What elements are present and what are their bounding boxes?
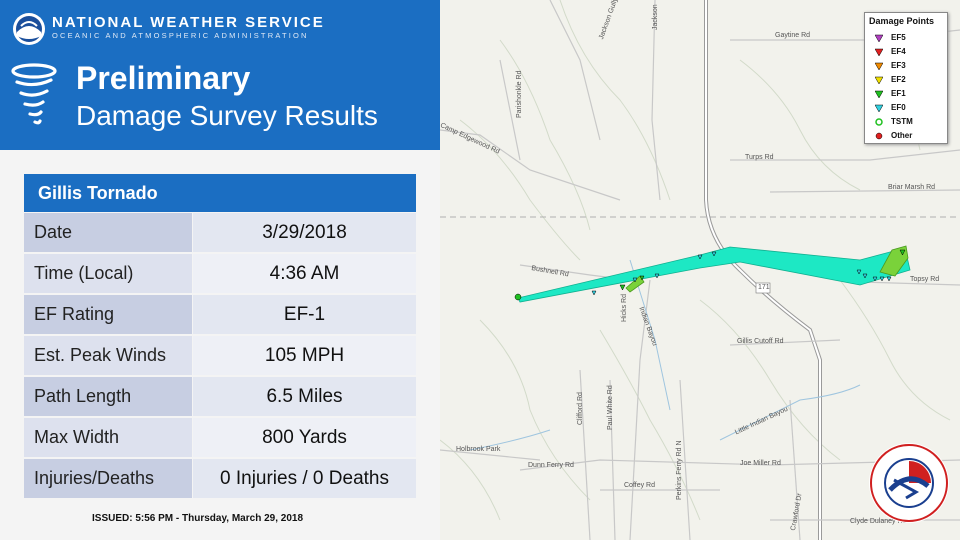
legend-title: Damage Points — [869, 16, 935, 26]
row-label: EF Rating — [24, 295, 192, 334]
legend-item-ef3: EF3 — [875, 61, 906, 70]
row-value: 105 MPH — [193, 336, 416, 375]
circle-icon — [875, 132, 883, 139]
map-label: Perkins Ferry Rd N — [676, 440, 683, 500]
row-label: Time (Local) — [24, 254, 192, 293]
map-label: Gillis Cutoff Rd — [737, 338, 784, 345]
table-row: Injuries/Deaths 0 Injuries / 0 Deaths — [24, 458, 416, 499]
legend-item-ef4: EF4 — [875, 47, 906, 56]
table-row: Time (Local) 4:36 AM — [24, 253, 416, 294]
map-label: Clyde Dulaney Rd — [850, 518, 907, 525]
map-label: 171 — [758, 284, 770, 291]
map-label: Coffey Rd — [624, 482, 655, 489]
row-label: Path Length — [24, 377, 192, 416]
table-row: Path Length 6.5 Miles — [24, 376, 416, 417]
legend-label: EF5 — [891, 33, 906, 42]
map-label: Briar Marsh Rd — [888, 184, 936, 191]
page-title-line1: Preliminary — [76, 60, 251, 96]
map-label: Gaytine Rd — [775, 32, 811, 39]
survey-table: Gillis Tornado Date 3/29/2018 Time (Loca… — [24, 174, 416, 499]
legend-label: Other — [891, 131, 913, 140]
table-row: Est. Peak Winds 105 MPH — [24, 335, 416, 376]
legend-item-ef2: EF2 — [875, 75, 906, 84]
ef1-area — [879, 245, 909, 277]
map-label: Holbrook Park — [456, 446, 501, 453]
row-value: 6.5 Miles — [193, 377, 416, 416]
triangle-icon — [875, 48, 883, 56]
tornado-icon — [11, 63, 57, 125]
map-label: Clifford Rd — [577, 392, 584, 425]
map-legend: Damage Points EF5 EF4 EF3 EF2 EF1 EF0 TS… — [864, 12, 948, 144]
legend-label: EF1 — [891, 89, 906, 98]
triangle-icon — [875, 104, 883, 112]
triangle-icon — [875, 34, 883, 42]
row-value: EF-1 — [193, 295, 416, 334]
triangle-icon — [875, 76, 883, 84]
map-label: Turps Rd — [745, 154, 774, 161]
row-label: Injuries/Deaths — [24, 459, 192, 498]
map-label: Jackson — [652, 4, 659, 30]
legend-item-tstm: TSTM — [875, 117, 913, 126]
row-label: Est. Peak Winds — [24, 336, 192, 375]
damage-points — [514, 249, 906, 301]
legend-label: EF2 — [891, 75, 906, 84]
page-title-line2: Damage Survey Results — [76, 100, 378, 131]
row-label: Date — [24, 213, 192, 252]
noaa-logo-icon — [13, 13, 45, 45]
legend-item-ef5: EF5 — [875, 33, 906, 42]
row-value: 0 Injuries / 0 Deaths — [193, 459, 416, 498]
legend-label: EF4 — [891, 47, 906, 56]
row-value: 3/29/2018 — [193, 213, 416, 252]
legend-item-ef1: EF1 — [875, 89, 906, 98]
map-label: Parishonkle Rd — [516, 70, 523, 118]
nws-seal-icon — [869, 443, 949, 523]
legend-label: TSTM — [891, 117, 913, 126]
issued-timestamp: ISSUED: 5:56 PM - Thursday, March 29, 20… — [92, 513, 304, 524]
circle-icon — [875, 117, 883, 126]
agency-name: NATIONAL WEATHER SERVICE — [52, 14, 325, 31]
map-label: Paul White Rd — [607, 385, 614, 430]
map-label: Joe Miller Rd — [740, 460, 781, 467]
legend-label: EF0 — [891, 103, 906, 112]
triangle-icon — [875, 62, 883, 70]
left-panel: NATIONAL WEATHER SERVICE OCEANIC AND ATM… — [0, 0, 440, 540]
map-label: Topsy Rd — [910, 276, 940, 283]
table-row: Max Width 800 Yards — [24, 417, 416, 458]
table-heading: Gillis Tornado — [24, 174, 416, 212]
header-banner: NATIONAL WEATHER SERVICE OCEANIC AND ATM… — [0, 0, 440, 150]
row-value: 4:36 AM — [193, 254, 416, 293]
triangle-icon — [875, 90, 883, 98]
map-label: Hicks Rd — [621, 293, 628, 322]
row-label: Max Width — [24, 418, 192, 457]
legend-item-ef0: EF0 — [875, 103, 906, 112]
agency-subtitle: OCEANIC AND ATMOSPHERIC ADMINISTRATION — [52, 31, 309, 40]
row-value: 800 Yards — [193, 418, 416, 457]
table-row: Date 3/29/2018 — [24, 212, 416, 253]
legend-item-other: Other — [875, 131, 912, 140]
map-label: Dunn Ferry Rd — [528, 462, 574, 469]
legend-label: EF3 — [891, 61, 906, 70]
map-canvas — [440, 0, 960, 540]
table-row: EF Rating EF-1 — [24, 294, 416, 335]
